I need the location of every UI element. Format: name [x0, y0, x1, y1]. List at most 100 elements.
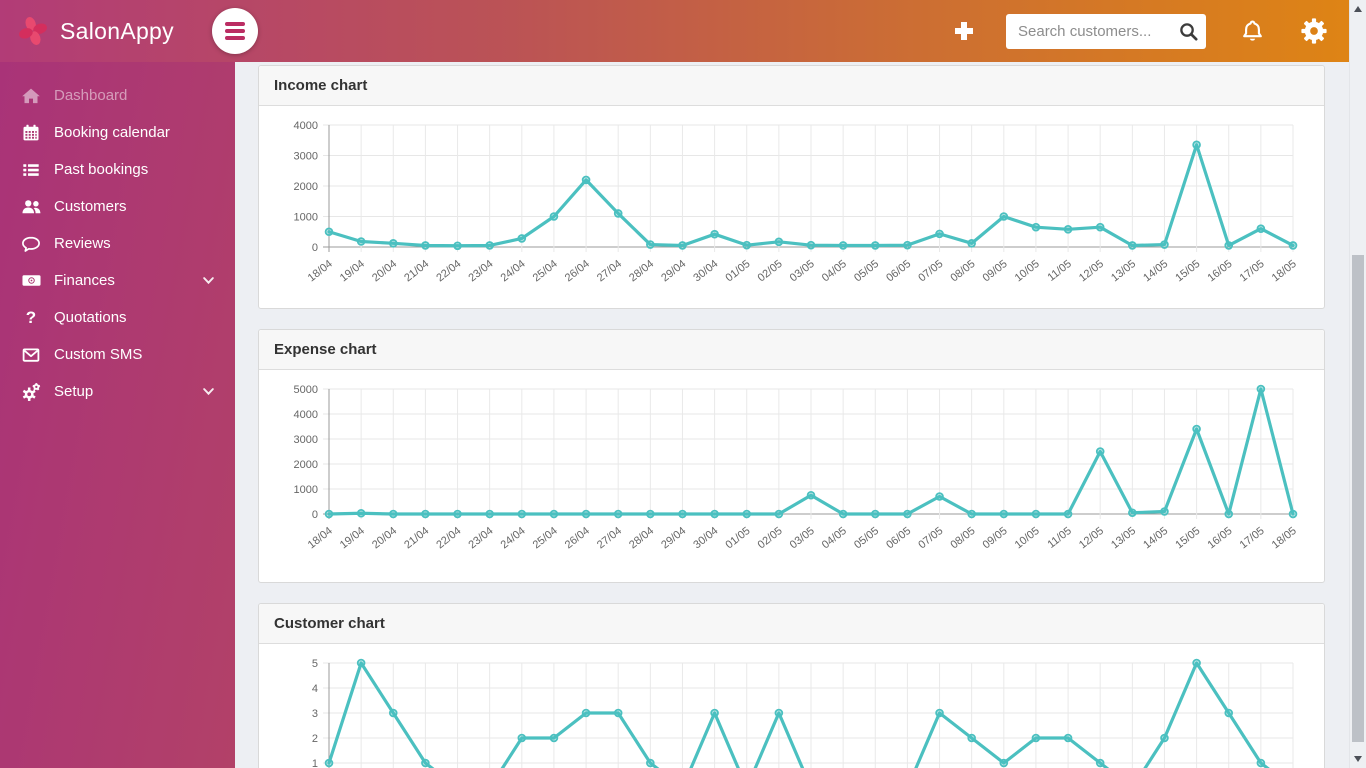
- card-title: Customer chart: [259, 604, 1324, 644]
- scroll-up-arrow-icon[interactable]: [1354, 6, 1362, 12]
- chevron-down-icon: [202, 385, 215, 398]
- settings-button[interactable]: [1300, 17, 1328, 45]
- customer-chart-canvas[interactable]: 01234518/0419/0420/0421/0422/0423/0424/0…: [271, 654, 1311, 768]
- menu-toggle-button[interactable]: [212, 8, 258, 54]
- sidebar-item-past-bookings[interactable]: Past bookings: [0, 151, 235, 188]
- svg-text:16/05: 16/05: [1205, 258, 1234, 284]
- svg-text:05/05: 05/05: [852, 525, 881, 551]
- svg-text:05/05: 05/05: [852, 258, 881, 284]
- svg-text:13/05: 13/05: [1109, 525, 1138, 551]
- list-icon: [20, 160, 42, 180]
- svg-text:24/04: 24/04: [499, 525, 528, 551]
- home-icon: [20, 86, 42, 106]
- sidebar-item-quotations[interactable]: ? Quotations: [0, 299, 235, 336]
- chevron-down-icon: [202, 274, 215, 287]
- svg-text:5000: 5000: [294, 384, 318, 396]
- sidebar-item-booking-calendar[interactable]: Booking calendar: [0, 114, 235, 151]
- calendar-icon: [20, 123, 42, 143]
- svg-text:3000: 3000: [294, 434, 318, 446]
- gear-icon: [1301, 18, 1327, 44]
- svg-text:08/05: 08/05: [948, 525, 977, 551]
- svg-text:10/05: 10/05: [1013, 525, 1042, 551]
- sidebar: Dashboard Booking calendar: [0, 62, 235, 768]
- svg-text:04/05: 04/05: [820, 525, 849, 551]
- brand[interactable]: SalonAppy: [0, 14, 235, 48]
- topbar-actions: [952, 13, 1349, 49]
- svg-text:17/05: 17/05: [1238, 525, 1267, 551]
- sidebar-item-label: Setup: [54, 383, 94, 400]
- svg-text:20/04: 20/04: [370, 525, 399, 551]
- sidebar-item-label: Dashboard: [54, 87, 128, 104]
- svg-text:22/04: 22/04: [434, 258, 463, 284]
- income-chart-canvas[interactable]: 0 1000 2000 3000 4000 18/04 19/04 20/04 21/04 22/…: [271, 116, 1311, 302]
- svg-text:18/05: 18/05: [1270, 525, 1299, 551]
- question-icon: ?: [20, 308, 42, 328]
- svg-text:07/05: 07/05: [916, 525, 945, 551]
- expense-chart-card: Expense chart 0 1000 2000 3000 4000 5000 18/04…: [258, 329, 1325, 583]
- hamburger-icon: [225, 21, 245, 26]
- sidebar-item-label: Finances: [54, 272, 115, 289]
- svg-text:15/05: 15/05: [1173, 258, 1202, 284]
- sidebar-item-finances[interactable]: Finances: [0, 262, 235, 299]
- svg-text:2000: 2000: [294, 459, 318, 471]
- svg-text:18/05: 18/05: [1270, 258, 1299, 284]
- scroll-down-arrow-icon[interactable]: [1354, 756, 1362, 762]
- search-input[interactable]: [1006, 13, 1206, 49]
- users-icon: [20, 196, 42, 217]
- svg-text:12/05: 12/05: [1077, 258, 1106, 284]
- svg-text:29/04: 29/04: [659, 525, 688, 551]
- svg-text:03/05: 03/05: [788, 258, 817, 284]
- notifications-button[interactable]: [1239, 18, 1266, 45]
- search-icon: [1180, 22, 1198, 41]
- svg-text:30/04: 30/04: [691, 525, 720, 551]
- envelope-icon: [20, 345, 42, 365]
- sidebar-item-label: Quotations: [54, 309, 127, 326]
- svg-text:19/04: 19/04: [338, 258, 367, 284]
- svg-text:20/04: 20/04: [370, 258, 399, 284]
- svg-text:12/05: 12/05: [1077, 525, 1106, 551]
- svg-text:5: 5: [312, 658, 318, 670]
- svg-text:0: 0: [312, 242, 318, 254]
- brand-flower-icon: [19, 17, 47, 45]
- svg-text:01/05: 01/05: [723, 258, 752, 284]
- expense-chart-canvas[interactable]: 0 1000 2000 3000 4000 5000 18/04 19/04 20/04 21/0…: [271, 380, 1311, 576]
- svg-text:24/04: 24/04: [499, 258, 528, 284]
- search-box: [1006, 13, 1206, 49]
- svg-text:14/05: 14/05: [1141, 525, 1170, 551]
- sidebar-item-label: Booking calendar: [54, 124, 170, 141]
- svg-text:23/04: 23/04: [466, 258, 495, 284]
- scrollbar-thumb[interactable]: [1352, 255, 1364, 742]
- sidebar-item-dashboard[interactable]: Dashboard: [0, 77, 235, 114]
- add-button[interactable]: [952, 19, 976, 43]
- svg-text:28/04: 28/04: [627, 258, 656, 284]
- income-chart-card: Income chart 0 1000 2000 3000 4000 18/04 19/04…: [258, 65, 1325, 309]
- svg-text:3: 3: [312, 708, 318, 720]
- svg-text:1000: 1000: [294, 484, 318, 496]
- svg-text:10/05: 10/05: [1013, 258, 1042, 284]
- main-content: Income chart 0 1000 2000 3000 4000 18/04 19/04…: [235, 62, 1349, 768]
- svg-text:4000: 4000: [294, 409, 318, 421]
- svg-text:18/04: 18/04: [306, 258, 335, 284]
- svg-text:09/05: 09/05: [981, 525, 1010, 551]
- sidebar-item-setup[interactable]: Setup: [0, 373, 235, 410]
- svg-text:23/04: 23/04: [466, 525, 495, 551]
- svg-text:17/05: 17/05: [1238, 258, 1267, 284]
- sidebar-item-reviews[interactable]: Reviews: [0, 225, 235, 262]
- card-title: Income chart: [259, 66, 1324, 106]
- svg-text:03/05: 03/05: [788, 525, 817, 551]
- sidebar-item-custom-sms[interactable]: Custom SMS: [0, 336, 235, 373]
- svg-text:09/05: 09/05: [981, 258, 1010, 284]
- svg-text:18/04: 18/04: [306, 525, 335, 551]
- svg-text:?: ?: [26, 308, 36, 327]
- customer-chart-card: Customer chart 01234518/0419/0420/0421/0…: [258, 603, 1325, 768]
- vertical-scrollbar: [1349, 0, 1366, 768]
- svg-text:26/04: 26/04: [563, 525, 592, 551]
- svg-text:02/05: 02/05: [756, 525, 785, 551]
- svg-text:3000: 3000: [294, 151, 318, 163]
- sidebar-item-label: Reviews: [54, 235, 111, 252]
- svg-text:26/04: 26/04: [563, 258, 592, 284]
- sidebar-item-customers[interactable]: Customers: [0, 188, 235, 225]
- cogs-icon: [20, 381, 42, 402]
- bell-icon: [1243, 20, 1262, 41]
